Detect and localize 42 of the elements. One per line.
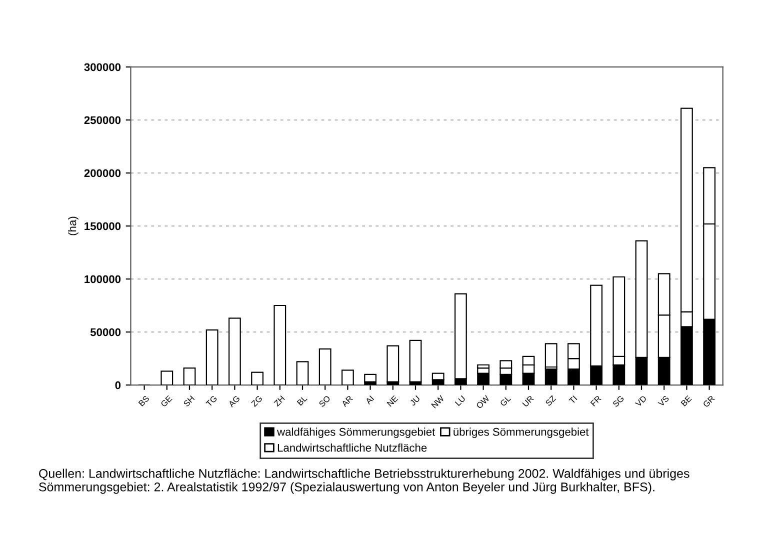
x-tick-label: ZG bbox=[250, 395, 263, 408]
x-tick-label: FR bbox=[590, 395, 602, 406]
x-tick-label: AI bbox=[364, 396, 374, 405]
x-tick-label: SZ bbox=[545, 395, 556, 406]
legend-label: waldfähiges Sömmerungsgebiet bbox=[277, 428, 436, 438]
x-tick-label: NE bbox=[386, 395, 398, 407]
x-tick-label: GL bbox=[500, 395, 512, 407]
y-tick-label: 150000 bbox=[84, 222, 121, 230]
x-tick-label: LU bbox=[454, 395, 466, 406]
y-tick-label: 100000 bbox=[84, 275, 121, 284]
x-tick-label: BE bbox=[680, 395, 692, 406]
x-tick-label: JU bbox=[409, 395, 420, 406]
x-tick-label: SH bbox=[183, 395, 195, 407]
y-axis-title: (ha) bbox=[68, 216, 78, 236]
y-tick-label: 0 bbox=[115, 381, 121, 390]
bar bbox=[409, 340, 422, 382]
x-tick-label: BL bbox=[296, 395, 308, 406]
x-tick-label: TG bbox=[206, 395, 218, 408]
x-tick-label: GE bbox=[160, 395, 172, 408]
x-tick-label: VS bbox=[658, 395, 670, 407]
y-tick-label: 300000 bbox=[84, 63, 121, 72]
source-note: Quellen: Landwirtschaftliche Nutzfläche: Landwirtschaftliche Betriebsstrukturerhebung 2002. Waldfähiges und übriges Sömmerungsgebiet: 2. Arealstatistik 1992/97 (Spezialauswertung von Anton Beyeler und Jürg Burkhalter, BFS). bbox=[39, 468, 690, 494]
y-tick-label: 200000 bbox=[84, 169, 121, 178]
x-tick-label: SO bbox=[318, 395, 331, 408]
legend-label: Landwirtschaftliche Nutzfläche bbox=[278, 444, 427, 452]
x-tick-label: AR bbox=[341, 395, 354, 408]
x-tick-label: ZH bbox=[274, 395, 285, 407]
x-tick-label: TI bbox=[568, 396, 578, 404]
legend-label: übriges Sömmerungsgebiet bbox=[454, 428, 589, 438]
x-tick-label: BS bbox=[138, 395, 150, 406]
x-tick-label: UR bbox=[522, 395, 534, 408]
x-tick-label: VD bbox=[634, 395, 647, 408]
y-tick-label: 50000 bbox=[90, 328, 121, 336]
bar bbox=[386, 345, 400, 382]
x-tick-label: OW bbox=[476, 394, 490, 409]
x-tick-label: SG bbox=[612, 395, 624, 408]
y-tick-label: 250000 bbox=[84, 116, 121, 124]
x-tick-label: GR bbox=[702, 395, 716, 408]
x-tick-label: AG bbox=[228, 395, 240, 408]
x-tick-label: NW bbox=[431, 394, 445, 408]
bar bbox=[364, 374, 376, 382]
bar bbox=[544, 343, 558, 368]
